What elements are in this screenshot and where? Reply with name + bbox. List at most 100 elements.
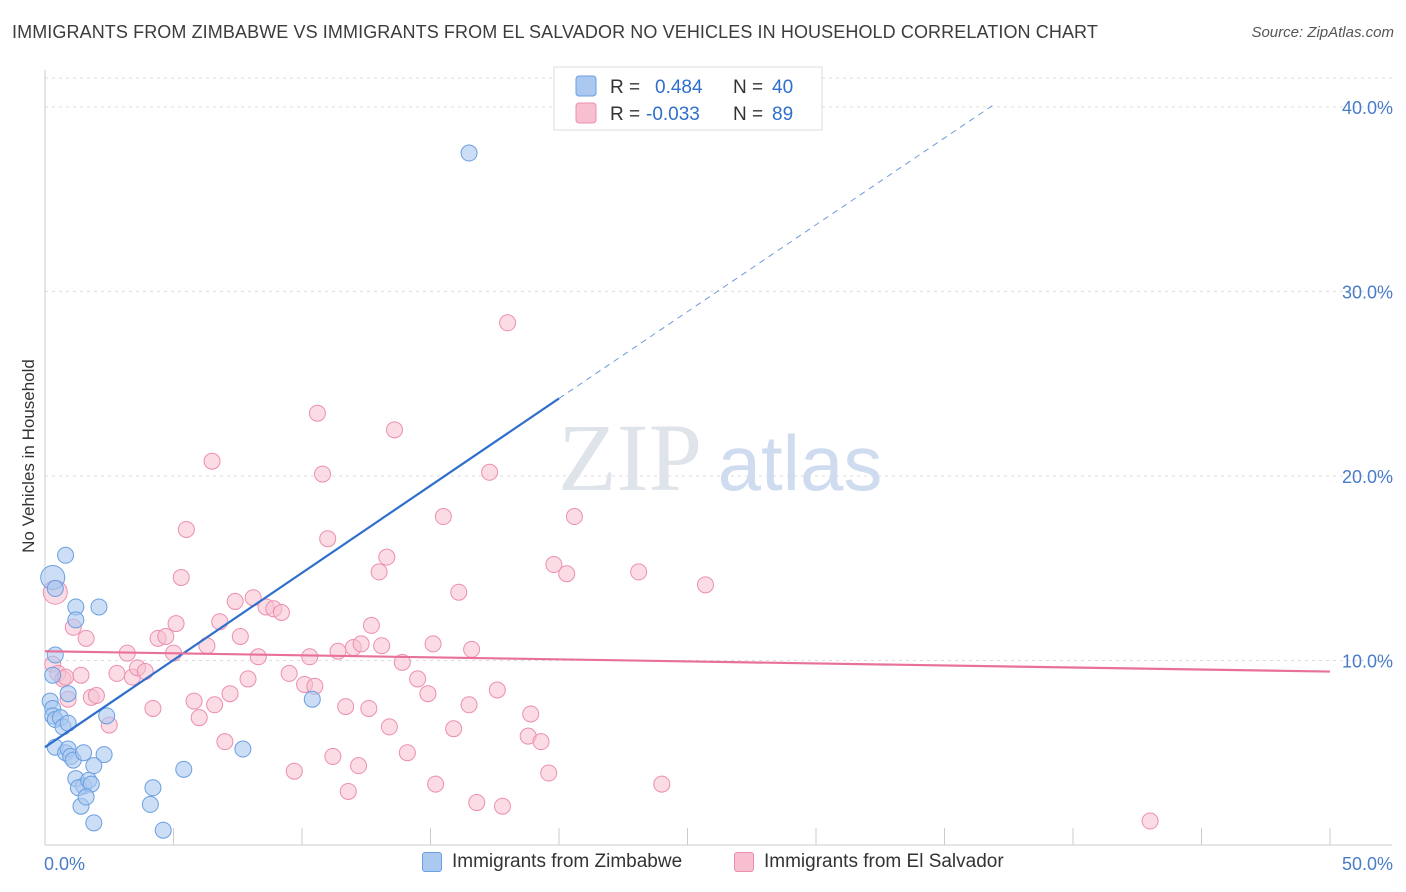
data-point-zimbabwe — [90, 598, 108, 616]
y-tick-label: 30.0% — [1342, 282, 1393, 302]
data-point-zimbabwe — [98, 707, 116, 725]
data-point-el-salvador — [231, 627, 249, 645]
data-point-el-salvador — [424, 635, 442, 653]
legend-n-value-zimbabwe: 40 — [772, 77, 793, 98]
data-point-el-salvador — [565, 508, 583, 526]
data-point-el-salvador — [157, 627, 175, 645]
correlation-legend: R = 0.484 N = 40 R = -0.033 N = 89 — [553, 66, 823, 131]
data-point-el-salvador — [108, 664, 126, 682]
legend-n-label-zimbabwe: N = — [733, 77, 763, 98]
chart-title: IMMIGRANTS FROM ZIMBABWE VS IMMIGRANTS F… — [12, 22, 1098, 42]
series-legend: Immigrants from Zimbabwe Immigrants from… — [0, 851, 1406, 879]
legend-label-zimbabwe: Immigrants from Zimbabwe — [452, 851, 683, 872]
data-point-el-salvador — [380, 718, 398, 736]
trend-lines — [44, 102, 1331, 749]
data-point-zimbabwe — [75, 744, 93, 762]
data-point-el-salvador — [285, 762, 303, 780]
data-point-zimbabwe — [85, 814, 103, 832]
data-point-zimbabwe — [95, 746, 113, 764]
data-point-el-salvador — [167, 615, 185, 633]
data-point-el-salvador — [339, 782, 357, 800]
watermark: ZIP atlas — [558, 404, 882, 511]
data-point-el-salvador — [653, 775, 671, 793]
x-tick-label: 50.0% — [1342, 854, 1393, 874]
legend-item-el-salvador: Immigrants from El Salvador — [734, 851, 1004, 873]
data-point-el-salvador — [468, 794, 486, 812]
source-credit: Source: ZipAtlas.com — [1251, 24, 1394, 41]
legend-r-value-zimbabwe: 0.484 — [655, 77, 703, 98]
legend-n-label-el-salvador: N = — [733, 104, 763, 125]
data-point-el-salvador — [177, 520, 195, 538]
data-point-zimbabwe — [44, 666, 62, 684]
data-point-el-salvador — [203, 452, 221, 470]
data-point-el-salvador — [532, 733, 550, 751]
legend-r-value-el-salvador: -0.033 — [646, 104, 700, 125]
data-point-zimbabwe — [303, 690, 321, 708]
data-point-zimbabwe — [234, 740, 252, 758]
data-point-el-salvador — [239, 670, 257, 688]
data-point-el-salvador — [460, 696, 478, 714]
legend-swatch-zimbabwe-bottom — [422, 852, 442, 872]
data-point-el-salvador — [172, 568, 190, 586]
data-point-el-salvador — [280, 664, 298, 682]
data-point-el-salvador — [337, 698, 355, 716]
data-point-el-salvador — [393, 653, 411, 671]
data-point-el-salvador — [427, 775, 445, 793]
legend-swatch-el-salvador-bottom — [734, 852, 754, 872]
data-point-zimbabwe — [77, 788, 95, 806]
data-point-el-salvador — [136, 663, 154, 681]
data-point-el-salvador — [373, 637, 391, 655]
data-point-el-salvador — [314, 465, 332, 483]
data-point-el-salvador — [445, 720, 463, 738]
data-point-el-salvador — [558, 565, 576, 583]
data-point-el-salvador — [493, 797, 511, 815]
data-point-el-salvador — [488, 681, 506, 699]
data-point-el-salvador — [481, 463, 499, 481]
data-point-el-salvador — [463, 640, 481, 658]
data-point-el-salvador — [419, 685, 437, 703]
data-point-el-salvador — [206, 696, 224, 714]
data-point-el-salvador — [522, 705, 540, 723]
data-point-el-salvador — [216, 733, 234, 751]
data-point-el-salvador — [190, 709, 208, 727]
el-salvador-points — [42, 314, 1159, 830]
data-point-el-salvador — [630, 563, 648, 581]
data-point-zimbabwe — [175, 760, 193, 778]
data-point-el-salvador — [398, 744, 416, 762]
legend-item-zimbabwe: Immigrants from Zimbabwe — [422, 851, 682, 873]
trend-line-el-salvador — [44, 650, 1331, 673]
zimbabwe-points — [40, 144, 478, 839]
data-point-zimbabwe — [154, 821, 172, 839]
data-point-el-salvador — [87, 687, 105, 705]
data-point-el-salvador — [370, 563, 388, 581]
data-point-el-salvador — [185, 692, 203, 710]
data-point-zimbabwe — [85, 757, 103, 775]
legend-n-value-el-salvador: 89 — [772, 104, 793, 125]
grid-lines — [45, 77, 1392, 661]
data-point-el-salvador — [696, 576, 714, 594]
data-point-el-salvador — [352, 635, 370, 653]
data-point-zimbabwe — [460, 144, 478, 162]
data-point-el-salvador — [77, 629, 95, 647]
y-tick-label: 10.0% — [1342, 651, 1393, 671]
data-point-zimbabwe — [46, 580, 64, 598]
data-point-el-salvador — [545, 556, 563, 574]
data-point-el-salvador — [450, 583, 468, 601]
data-point-el-salvador — [324, 747, 342, 765]
data-point-el-salvador — [319, 530, 337, 548]
data-point-el-salvador — [249, 648, 267, 666]
data-point-el-salvador — [386, 421, 404, 439]
data-point-zimbabwe — [67, 611, 85, 629]
data-point-el-salvador — [499, 314, 517, 332]
tick-labels: 10.0% 20.0% 30.0% 40.0% 0.0% 50.0% — [44, 98, 1393, 874]
legend-r-label-el-salvador: R = — [610, 104, 640, 125]
data-point-el-salvador — [360, 699, 378, 717]
data-point-el-salvador — [272, 604, 290, 621]
legend-swatch-zimbabwe — [575, 75, 597, 97]
watermark-atlas: atlas — [718, 419, 883, 507]
legend-label-el-salvador: Immigrants from El Salvador — [764, 851, 1004, 872]
data-point-el-salvador — [362, 616, 380, 634]
data-point-el-salvador — [540, 764, 558, 782]
data-point-zimbabwe — [144, 779, 162, 797]
